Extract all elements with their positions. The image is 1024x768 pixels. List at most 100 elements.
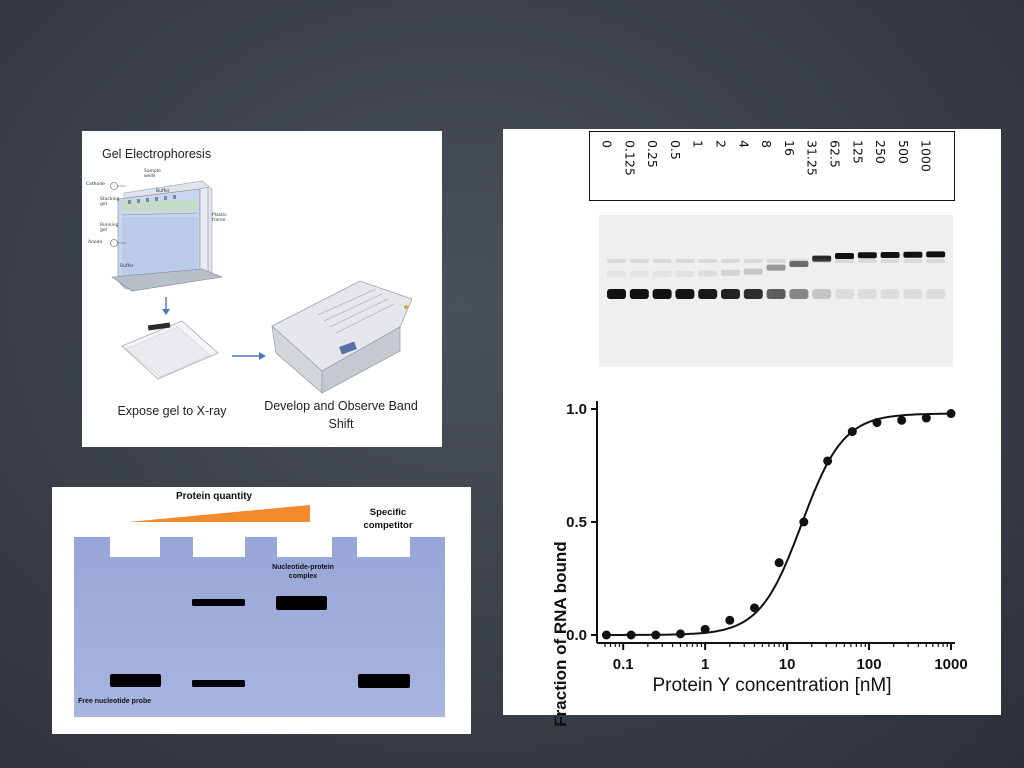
emsa-schematic-panel: Protein quantity Specific competitor Nuc… bbox=[52, 487, 471, 734]
lane-concentration-label: 1 bbox=[690, 140, 706, 148]
lane-concentration-label: 31.25 bbox=[804, 140, 820, 176]
lane-concentration-label: 0.5 bbox=[667, 140, 683, 160]
gel-free-probe-band bbox=[607, 289, 626, 299]
x-tick-label: 100 bbox=[857, 656, 882, 673]
gel-free-probe-band bbox=[812, 289, 832, 299]
data-point bbox=[897, 415, 907, 425]
gel-bound-complex-band bbox=[880, 252, 900, 258]
gel-faint-smear bbox=[880, 259, 900, 263]
gel-faint-smear bbox=[857, 259, 877, 263]
gel-faint-smear bbox=[629, 259, 649, 263]
gel-autoradiograph bbox=[599, 215, 953, 367]
gel-electrophoresis-panel: Gel Electrophoresis bbox=[82, 131, 442, 447]
lane-concentration-label: 2 bbox=[713, 140, 729, 148]
gel-faint-smear bbox=[835, 259, 854, 263]
gel-faint-smear bbox=[743, 259, 763, 263]
x-tick-label: 1000 bbox=[934, 656, 967, 673]
gel-free-probe-band bbox=[629, 289, 649, 299]
gel-faint-smear bbox=[698, 259, 718, 263]
emsa-results-panel: 0 0.125 0.25 0.5 1 2 4 8 16 31.25 62.5 125 250 500 100… bbox=[503, 129, 1001, 727]
gel-free-probe-band bbox=[857, 289, 877, 299]
data-point bbox=[872, 418, 882, 428]
band-free-probe-lane2 bbox=[192, 680, 245, 687]
data-point bbox=[725, 615, 735, 625]
data-point bbox=[601, 630, 611, 640]
gel-free-probe-band bbox=[766, 289, 786, 299]
running-gel-label: Running gel bbox=[100, 223, 119, 233]
data-point bbox=[799, 517, 809, 527]
lane-concentration-label: 4 bbox=[736, 140, 752, 148]
protein-quantity-triangle bbox=[128, 505, 310, 522]
gel-bound-complex-band bbox=[903, 251, 923, 258]
gel-free-probe-band bbox=[880, 289, 900, 299]
gel-bound-complex-band bbox=[698, 270, 718, 277]
gel-free-probe-band bbox=[675, 289, 695, 299]
gel-faint-smear bbox=[652, 259, 672, 263]
band-complex-lane3 bbox=[276, 596, 327, 610]
lane-concentration-label: 500 bbox=[895, 140, 911, 164]
gel-faint-smear bbox=[607, 259, 626, 263]
band-complex-lane2 bbox=[192, 599, 245, 606]
buffer-top-label: Buffer bbox=[156, 189, 170, 194]
lane-concentration-label: 0.125 bbox=[622, 140, 638, 176]
gel-free-probe-band bbox=[926, 289, 946, 299]
gel-bound-complex-band bbox=[652, 271, 672, 277]
data-point bbox=[651, 630, 661, 640]
data-point bbox=[847, 427, 857, 437]
gel-free-probe-band bbox=[903, 289, 923, 299]
gel-faint-smear bbox=[903, 259, 923, 263]
x-tick-label: 1 bbox=[701, 656, 709, 673]
specific-competitor-label-line2: competitor bbox=[363, 520, 413, 531]
gel-faint-smear bbox=[721, 259, 740, 263]
gel-faint-smear bbox=[766, 259, 786, 263]
x-axis-label: Protein Y concentration [nM] bbox=[652, 675, 892, 696]
protein-quantity-label: Protein quantity bbox=[176, 491, 253, 502]
data-point bbox=[626, 630, 636, 640]
lane-concentration-label: 125 bbox=[850, 140, 866, 164]
plastic-frame-label: Plastic frame bbox=[212, 213, 227, 223]
data-point bbox=[921, 413, 931, 423]
complex-label-line2: complex bbox=[288, 573, 318, 580]
lane-concentration-label: 250 bbox=[873, 140, 889, 164]
gel-bound-complex-band bbox=[629, 271, 649, 277]
x-tick-label: 10 bbox=[779, 656, 796, 673]
gel-bound-complex-band bbox=[835, 253, 854, 259]
electrophoresis-apparatus-illustration bbox=[110, 180, 413, 394]
caption-expose-gel: Expose gel to X-ray bbox=[117, 404, 227, 418]
data-point bbox=[700, 624, 710, 634]
gel-bound-complex-band bbox=[675, 270, 695, 277]
lane-concentration-label: 1000 bbox=[918, 140, 934, 172]
x-tick-label: 0.1 bbox=[613, 656, 634, 673]
data-point bbox=[675, 629, 685, 639]
gel-slab bbox=[74, 537, 445, 717]
lane-concentration-label: 0 bbox=[599, 140, 615, 148]
lane-concentration-label: 8 bbox=[759, 140, 775, 148]
lane-concentration-label: 62.5 bbox=[827, 140, 843, 168]
gel-bound-complex-band bbox=[743, 268, 763, 275]
gel-bound-complex-band bbox=[607, 271, 626, 277]
film-developer-machine bbox=[271, 280, 413, 394]
gel-bound-complex-band bbox=[812, 255, 832, 262]
gel-free-probe-band bbox=[789, 289, 809, 299]
data-point bbox=[946, 409, 956, 419]
lane-concentration-label: 16 bbox=[781, 140, 797, 156]
fit-curve bbox=[605, 412, 951, 636]
caption-develop-line1: Develop and Observe Band bbox=[264, 399, 418, 413]
anode-label: Anode bbox=[88, 240, 103, 245]
band-free-probe-lane1 bbox=[110, 674, 161, 687]
free-probe-label: Free nucleotide probe bbox=[78, 698, 152, 705]
gel-faint-smear bbox=[926, 259, 946, 263]
gel-faint-smear bbox=[812, 259, 832, 263]
lane-concentration-label: 0.25 bbox=[645, 140, 661, 168]
emsa-schematic bbox=[74, 505, 445, 717]
gel-bound-complex-band bbox=[766, 264, 786, 271]
lane-concentration-header: 0 0.125 0.25 0.5 1 2 4 8 16 31.25 62.5 125 250 500 100… bbox=[589, 131, 955, 201]
complex-label-line1: Nucleotide-protein bbox=[272, 564, 334, 571]
binding-curve-chart: 0.0 0.5 1.0 0.1 1 10 100 1000 bbox=[566, 401, 968, 673]
stacking-gel-label: Stacking gel bbox=[100, 197, 120, 207]
caption-develop-line2: Shift bbox=[328, 417, 354, 431]
gel-free-probe-band bbox=[835, 289, 854, 299]
y-tick-label: 1.0 bbox=[566, 401, 587, 418]
buffer-bottom-label: Buffer bbox=[120, 264, 134, 269]
y-tick-label: 0.0 bbox=[566, 627, 587, 644]
